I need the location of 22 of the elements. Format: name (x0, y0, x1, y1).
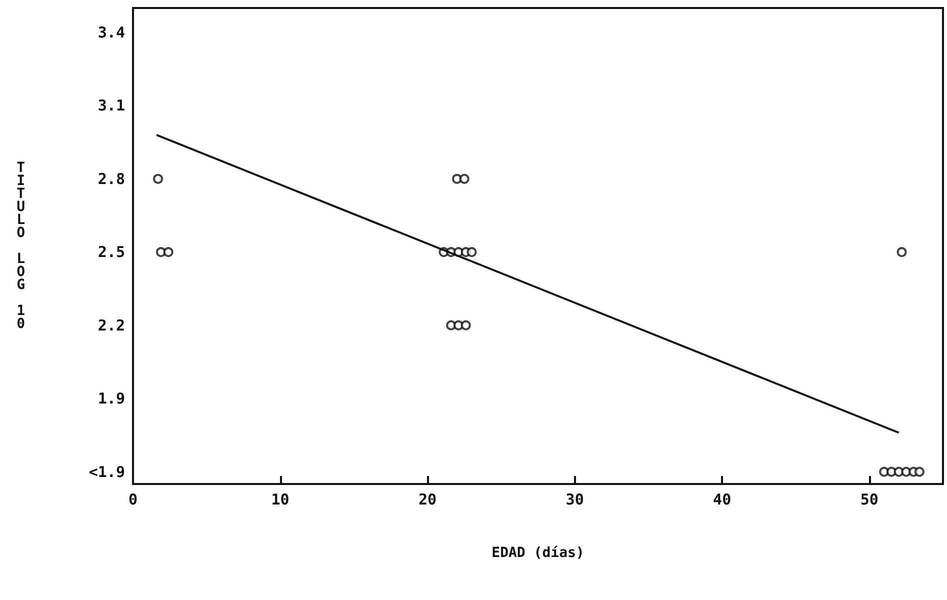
x-tick-label: 50 (860, 490, 878, 508)
y-tick-label: 1.9 (98, 390, 125, 408)
y-tick-label: 2.5 (98, 243, 125, 262)
x-axis-title: EDAD (días) (492, 545, 584, 561)
x-tick-label: 20 (418, 490, 437, 508)
point (460, 320, 471, 330)
y-tick-label: 3.1 (98, 96, 125, 115)
point (153, 174, 164, 184)
point (466, 247, 477, 258)
x-tick-label: 40 (713, 490, 732, 508)
y-tick-label: 3.4 (98, 23, 125, 42)
point (914, 466, 924, 477)
point (459, 174, 470, 184)
text: TITULO LOG 10 (16, 160, 25, 332)
x-tick-label: 10 (271, 490, 290, 508)
y-tick-label: 2.8 (98, 170, 125, 188)
x-tick-label: 30 (566, 490, 584, 508)
y-tick-label: <1.9 (88, 462, 125, 481)
point (896, 247, 907, 258)
y-tick-label: 2.2 (98, 316, 125, 334)
x-tick-label: 0 (128, 490, 138, 508)
point (163, 247, 174, 258)
